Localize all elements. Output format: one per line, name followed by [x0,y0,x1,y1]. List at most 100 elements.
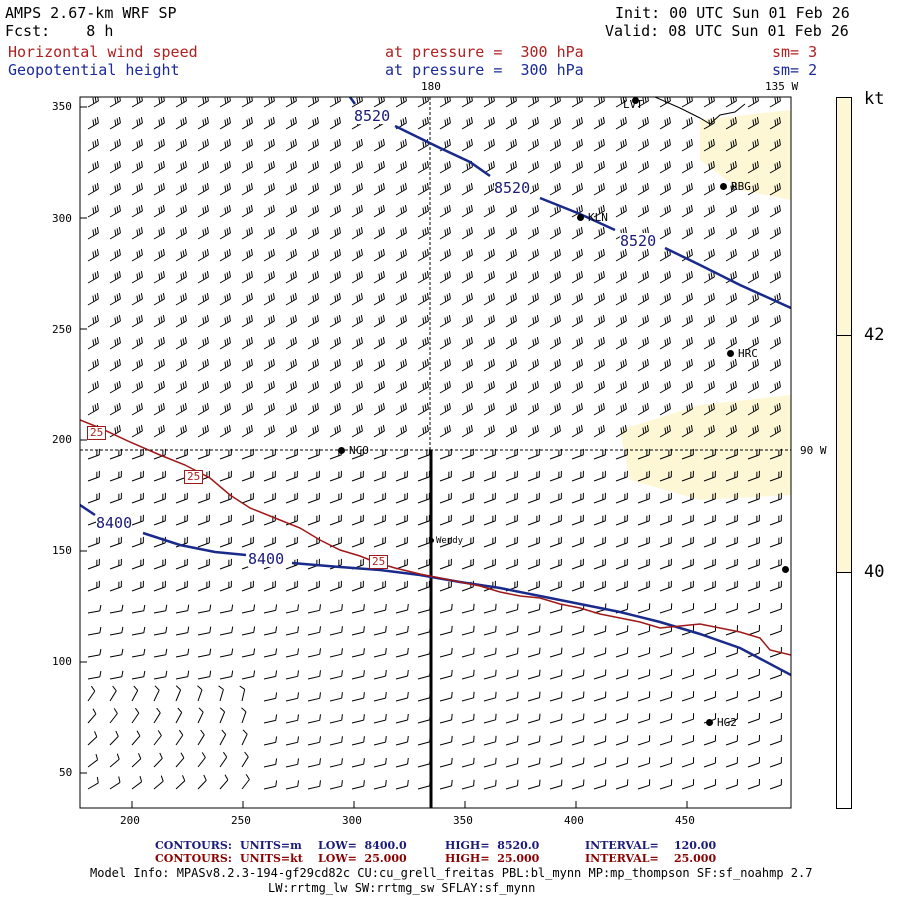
wind-barb [109,161,121,174]
wind-barb [747,161,759,174]
wind-barb [329,692,343,702]
wind-barb [593,625,607,636]
wind-label-3: 25 [369,555,389,569]
wind-barb [373,714,387,724]
wind-barb [593,713,607,724]
wind-barb [439,425,451,438]
wind-barb [747,403,759,416]
wind-barb [483,470,496,482]
wind-barb [307,425,319,438]
wind-barb [571,713,585,724]
wind-barb [87,448,100,460]
wind-barb [329,381,341,394]
wind-barb [351,780,365,790]
wind-barb [395,161,407,174]
wind-barb [571,536,584,548]
wind-barb [219,271,231,284]
wind-barb [87,708,97,724]
wind-barb [109,580,122,592]
wind-barb [505,691,519,702]
wind-barb [571,271,583,284]
wind-barb [505,139,517,152]
wind-barb [285,470,298,482]
height-contour-8400-b [142,531,247,557]
wind-barb [527,139,539,152]
wind-barb [483,492,496,504]
colorbar-unit: kt [864,89,885,109]
wind-barb [527,448,540,460]
wind-barb [285,315,297,328]
wind-barb [703,669,717,680]
wind-barb [285,183,297,196]
wind-barbs [87,97,782,790]
wind-barb [703,625,717,636]
wind-barb [351,337,363,350]
wind-barb [329,580,342,592]
wind-barb [417,492,430,504]
wind-barb [131,161,143,174]
wind-barb [175,648,190,658]
wind-barb [461,514,474,526]
wind-barb [263,183,275,196]
wind-barb [681,691,695,702]
wind-barb [263,780,278,790]
wind-barb [219,205,231,218]
wind-barb [131,648,146,658]
wind-barb [175,337,187,350]
wind-barb [571,691,585,702]
wind-barb [747,514,760,526]
wind-barb [439,492,452,504]
field1-level: at pressure = 300 hPa [385,43,584,61]
wind-barb [769,558,782,570]
wind-barb [637,448,650,460]
wind-barb [747,448,760,460]
wind-barb [329,403,341,416]
wind-barb [351,626,365,636]
wind-barb [527,161,539,174]
wind-barb [197,448,210,460]
wind-barb [527,403,539,416]
wind-barb [747,558,760,570]
wind-barb [439,470,452,482]
field1-smoothing: sm= 3 [772,43,818,61]
wind-barb [615,713,629,724]
wind-barb [615,492,628,504]
wind-barb [439,97,451,108]
wind-barb [769,97,781,108]
wind-barb [483,691,497,702]
wind-barb [615,580,628,592]
wind-barb [725,603,738,614]
height-label-3: 8520 [620,232,657,250]
wind-barb [659,227,671,240]
wind-barb [659,359,671,372]
wind-barb [219,381,231,394]
wind-barb [769,536,782,548]
wind-barb [681,669,695,680]
wind-barb [153,752,163,768]
wind-barb [747,580,760,592]
wind-barb [285,692,299,702]
wind-barb [285,714,299,724]
station-nco-label: NCO [349,444,369,457]
wind-barb [131,448,144,460]
wind-barb [395,625,409,636]
wind-barb [483,271,495,284]
wind-barb [439,580,452,592]
wind-barb [131,604,146,614]
wind-barb [87,558,100,570]
wind-barb [681,139,693,152]
meridian-label-180: 180 [421,80,441,93]
wind-barb [307,692,321,702]
wind-barb [703,315,715,328]
wind-barb [681,183,693,196]
wind-barb [197,315,209,328]
wind-contour-25kt [80,419,791,656]
wind-barb [593,558,606,570]
wind-barb [505,669,519,680]
wind-barb [351,492,364,504]
wind-barb [109,708,118,724]
wind-barb [593,757,607,768]
wind-barb [769,602,782,614]
wind-barb [395,359,407,372]
wind-barb [373,514,386,526]
